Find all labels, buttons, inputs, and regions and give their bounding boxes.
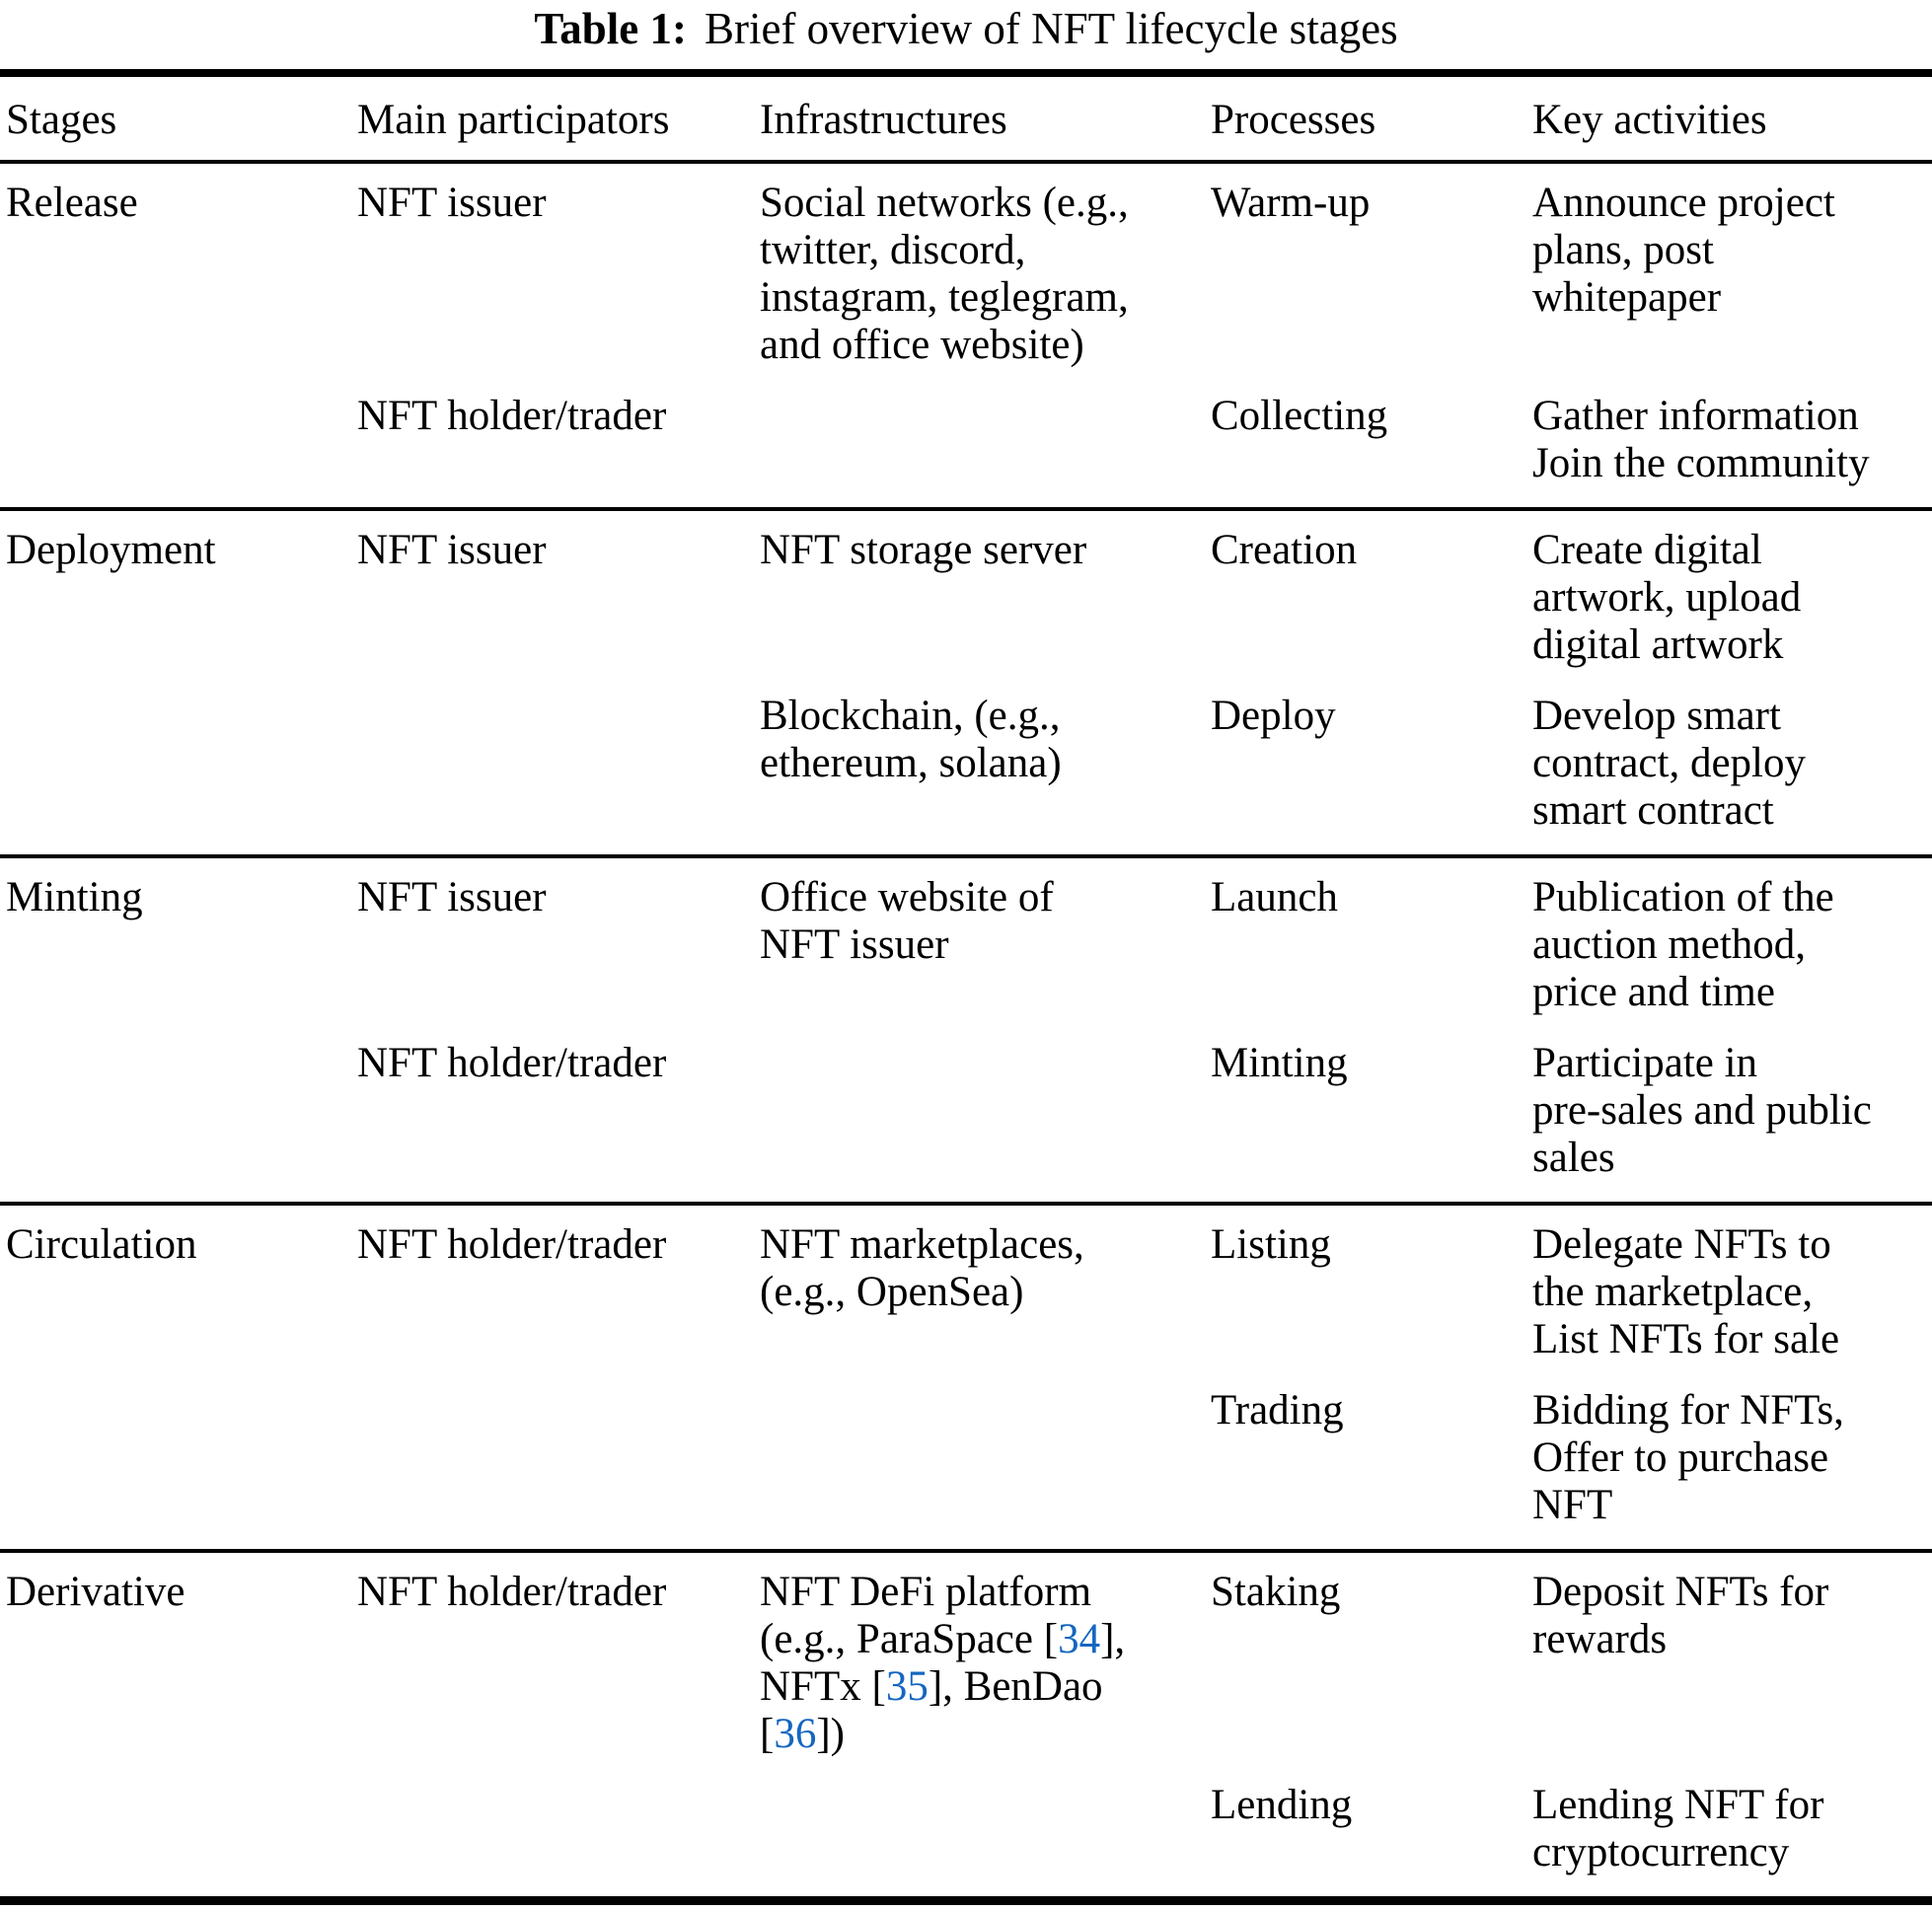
infrastructure-text: ]) bbox=[816, 1711, 845, 1757]
activity-cell: Lending NFT for cryptocurrency bbox=[1532, 1782, 1824, 1875]
process-cell: Warm-up bbox=[1211, 160, 1532, 369]
citation-link-36[interactable]: 36 bbox=[774, 1711, 817, 1757]
activity-cell: Bidding for NFTs, Offer to purchase NFT bbox=[1532, 1387, 1844, 1528]
group-release: Release NFT issuer Social networks (e.g., … bbox=[0, 160, 1932, 509]
process-cell: Lending bbox=[1211, 1782, 1353, 1828]
column-header-infrastructures: Infrastructures bbox=[760, 73, 1211, 164]
infrastructure-cell: Blockchain, (e.g., ethereum, solana) bbox=[760, 693, 1062, 786]
stage-cell bbox=[0, 1016, 357, 1204]
header-row: Stages Main participators Infrastructures P… bbox=[0, 73, 1932, 164]
table-row: Trading Bidding for NFTs, Offer to purcha… bbox=[0, 1363, 1932, 1551]
stage-cell: Derivative bbox=[0, 1549, 357, 1758]
process-cell: Launch bbox=[1211, 854, 1532, 1016]
process-cell: Trading bbox=[1211, 1387, 1344, 1433]
stage-cell bbox=[0, 669, 357, 856]
group-circulation: Circulation NFT holder/trader NFT marketpl… bbox=[0, 1202, 1932, 1551]
infrastructure-cell bbox=[760, 1016, 1211, 1204]
stage-cell: Circulation bbox=[0, 1202, 357, 1363]
infrastructure-cell bbox=[760, 1758, 1211, 1901]
process-cell: Staking bbox=[1211, 1549, 1532, 1758]
infrastructure-cell: NFT storage server bbox=[760, 507, 1211, 669]
infrastructure-cell: NFT marketplaces, (e.g., OpenSea) bbox=[760, 1202, 1211, 1363]
infrastructure-text: ], NFTx [ bbox=[760, 1616, 1126, 1710]
group-deployment: Deployment NFT issuer NFT storage server Cr… bbox=[0, 507, 1932, 856]
table-row: NFT holder/trader Minting Participate in p… bbox=[0, 1016, 1932, 1204]
table-row: Deployment NFT issuer NFT storage server Cr… bbox=[0, 507, 1932, 669]
participant-cell: NFT holder/trader bbox=[357, 1549, 760, 1758]
infrastructure-text: NFT DeFi platform (e.g., ParaSpace [ bbox=[760, 1569, 1092, 1662]
table-row: Minting NFT issuer Office website of NFT i… bbox=[0, 854, 1932, 1016]
table-row: Release NFT issuer Social networks (e.g., … bbox=[0, 160, 1932, 369]
process-cell: Minting bbox=[1211, 1040, 1348, 1086]
infrastructure-text: ], BenDao [ bbox=[760, 1663, 1103, 1757]
activity-cell: Develop smart contract, deploy smart con… bbox=[1532, 693, 1807, 834]
table-title-text: Brief overview of NFT lifecycle stages bbox=[704, 4, 1398, 53]
stage-cell bbox=[0, 369, 357, 509]
participant-cell: NFT issuer bbox=[357, 160, 760, 369]
process-cell: Creation bbox=[1211, 507, 1532, 669]
nft-lifecycle-table: Stages Main participators Infrastructures P… bbox=[0, 69, 1932, 1905]
process-cell: Listing bbox=[1211, 1202, 1532, 1363]
activity-cell: Deposit NFTs for rewards bbox=[1532, 1549, 1932, 1758]
participant-cell: NFT issuer bbox=[357, 854, 760, 1016]
stage-cell bbox=[0, 1363, 357, 1551]
infrastructure-cell bbox=[760, 369, 1211, 509]
participant-cell: NFT holder/trader bbox=[357, 1202, 760, 1363]
column-header-main-participators: Main participators bbox=[357, 73, 760, 164]
table-row: Blockchain, (e.g., ethereum, solana) Depl… bbox=[0, 669, 1932, 856]
activity-cell: Delegate NFTs to the marketplace, List N… bbox=[1532, 1202, 1932, 1363]
table-number-label: Table 1: bbox=[534, 4, 687, 53]
infrastructure-cell: Social networks (e.g., twitter, discord,… bbox=[760, 160, 1211, 369]
table-row: Circulation NFT holder/trader NFT marketpl… bbox=[0, 1202, 1932, 1363]
stage-cell: Deployment bbox=[0, 507, 357, 669]
activity-cell: Publication of the auction method, price… bbox=[1532, 854, 1932, 1016]
column-header-processes: Processes bbox=[1211, 73, 1532, 164]
table-row: NFT holder/trader Collecting Gather inform… bbox=[0, 369, 1932, 509]
participant-cell: NFT holder/trader bbox=[357, 393, 667, 439]
activity-cell: Gather information Join the community bbox=[1532, 393, 1870, 486]
column-header-key-activities: Key activities bbox=[1532, 73, 1932, 164]
citation-link-34[interactable]: 34 bbox=[1058, 1616, 1101, 1662]
table-header: Stages Main participators Infrastructures P… bbox=[0, 73, 1932, 164]
citation-link-35[interactable]: 35 bbox=[885, 1663, 929, 1710]
infrastructure-cell: Office website of NFT issuer bbox=[760, 854, 1211, 1016]
stage-cell: Minting bbox=[0, 854, 357, 1016]
infrastructure-cell bbox=[760, 1363, 1211, 1551]
infrastructure-cell: NFT DeFi platform (e.g., ParaSpace [34],… bbox=[760, 1549, 1211, 1758]
participant-cell bbox=[357, 669, 760, 856]
process-cell: Collecting bbox=[1211, 393, 1388, 439]
stage-cell bbox=[0, 1758, 357, 1901]
column-header-stages: Stages bbox=[0, 73, 357, 164]
group-derivative: Derivative NFT holder/trader NFT DeFi plat… bbox=[0, 1549, 1932, 1901]
participant-cell bbox=[357, 1363, 760, 1551]
participant-cell bbox=[357, 1758, 760, 1901]
participant-cell: NFT holder/trader bbox=[357, 1040, 667, 1086]
table-title: Table 1: Brief overview of NFT lifecycle … bbox=[0, 0, 1932, 55]
group-minting: Minting NFT issuer Office website of NFT i… bbox=[0, 854, 1932, 1204]
activity-cell: Announce project plans, post whitepaper bbox=[1532, 160, 1932, 369]
activity-cell: Participate in pre-sales and public sale… bbox=[1532, 1040, 1872, 1181]
process-cell: Deploy bbox=[1211, 693, 1336, 739]
table-row: Derivative NFT holder/trader NFT DeFi plat… bbox=[0, 1549, 1932, 1758]
stage-cell: Release bbox=[0, 160, 357, 369]
participant-cell: NFT issuer bbox=[357, 507, 760, 669]
activity-cell: Create digital artwork, upload digital a… bbox=[1532, 507, 1932, 669]
table-row: Lending Lending NFT for cryptocurrency bbox=[0, 1758, 1932, 1901]
